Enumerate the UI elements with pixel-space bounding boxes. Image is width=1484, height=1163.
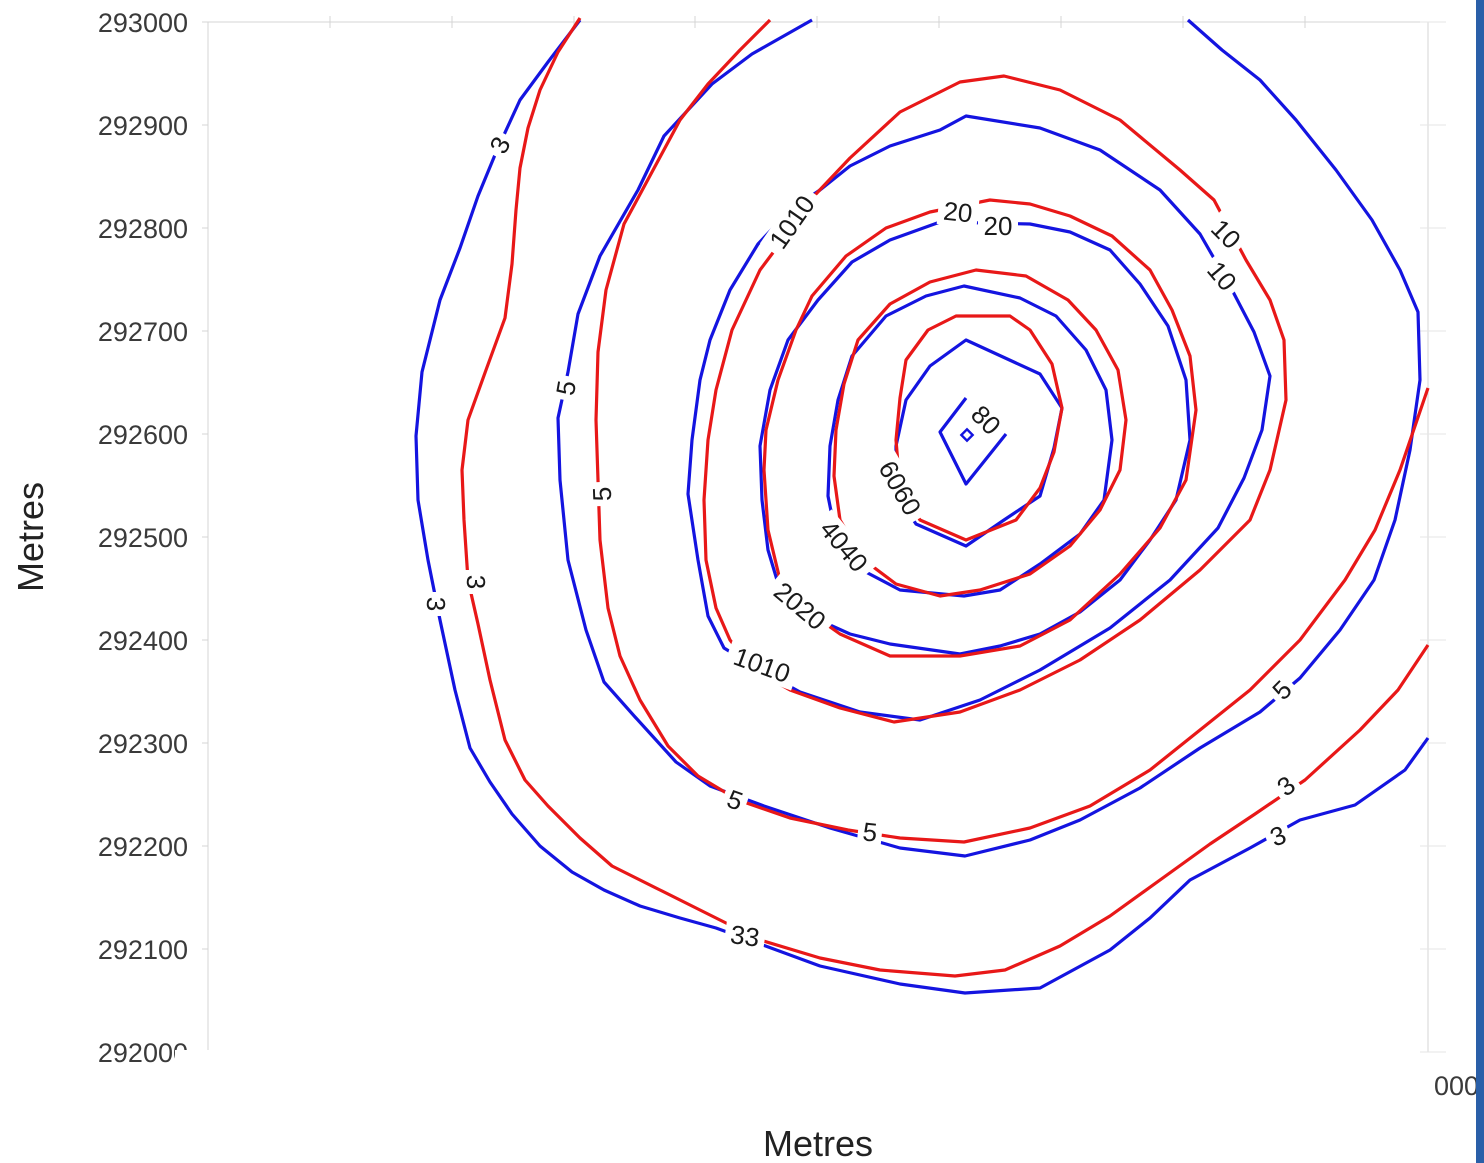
contour-label-bg [1263, 671, 1301, 709]
contour-line [762, 198, 1198, 658]
contour-label: 20 [942, 196, 974, 229]
y-tick-label: 292500 [98, 523, 188, 553]
y-axis-ticks: 293000 292900 292800 292700 292600 292500 2924… [70, 8, 220, 1086]
y-tick-label: 292400 [98, 626, 188, 656]
contour-label-bg [1261, 818, 1295, 854]
contour-label: 10 [1201, 255, 1243, 296]
contour-line [460, 17, 1430, 978]
contour-line [702, 74, 1288, 724]
contour-label: 5 [861, 816, 879, 847]
contour-lines [414, 17, 1430, 995]
contour-line [594, 18, 1430, 844]
contour-label-bg [550, 373, 582, 403]
contour-line [938, 397, 1008, 486]
x-axis-title: Metres [763, 1123, 873, 1163]
label-clip-mask [70, 1066, 220, 1086]
contour-label-bg [936, 195, 980, 229]
x-tick-label: 000 [1434, 1071, 1479, 1101]
contour-label-bg [1198, 251, 1246, 301]
contour-line [414, 19, 1430, 995]
contour-label: 3 [421, 597, 451, 611]
contour-label-bg [856, 816, 884, 848]
y-axis-title: Metres [10, 482, 51, 592]
grid [202, 16, 1446, 1053]
contour-label-bg [759, 184, 825, 260]
y-tick-label: 292300 [98, 729, 188, 759]
contour-label: 5 [587, 486, 617, 502]
contour-label-bg [1201, 209, 1251, 259]
y-tick-label: 292200 [98, 832, 188, 862]
contour-label: 20 [984, 211, 1013, 241]
contour-label: 5 [550, 378, 582, 397]
contour-label-bg [422, 592, 450, 616]
y-tick-label: 292100 [98, 935, 188, 965]
contour-label-bg [482, 127, 518, 163]
y-tick-label: 292600 [98, 420, 188, 450]
contour-label-bg [723, 919, 767, 953]
contour-line [832, 268, 1128, 598]
contour-label: 33 [729, 919, 762, 953]
contour-peak-marker [959, 427, 975, 443]
contour-label-bg [810, 509, 878, 583]
contour-line [686, 114, 1272, 722]
window-edge [1476, 0, 1484, 1163]
contour-line [826, 284, 1114, 598]
contour-line [758, 220, 1192, 656]
contour-label-bg [869, 449, 931, 527]
y-tick-label: 292700 [98, 317, 188, 347]
contour-label-bg [961, 395, 1011, 445]
x-axis-ticks: 000 [1434, 1071, 1479, 1101]
contour-label-bg [763, 572, 837, 640]
contour-label-bg [723, 639, 801, 691]
contour-label-bg [718, 782, 752, 818]
contour-label-bg [978, 212, 1018, 240]
y-tick-label: 292900 [98, 111, 188, 141]
contour-label-bg [587, 481, 617, 507]
y-tick-label: 292000 [98, 1038, 188, 1068]
contour-label: 1010 [730, 641, 795, 689]
contour-label-bg [1267, 767, 1305, 805]
contour-line [894, 314, 1064, 542]
y-tick-label: 292800 [98, 214, 188, 244]
y-tick-label: 293000 [98, 8, 188, 38]
contour-line [556, 18, 1422, 858]
contour-label: 3 [461, 575, 491, 589]
contour-label-bg [462, 570, 490, 594]
